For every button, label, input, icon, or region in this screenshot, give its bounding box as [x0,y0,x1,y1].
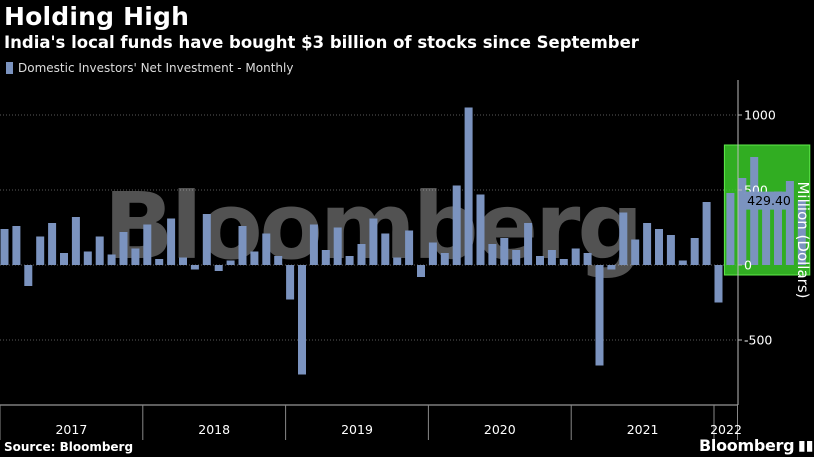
bar [250,251,259,265]
bar [500,238,509,265]
bar [643,223,652,265]
bar [119,232,128,265]
source-note: Source: Bloomberg [4,440,134,454]
bar [512,250,521,265]
bar [417,265,425,277]
bar [571,248,580,265]
bar [333,227,342,265]
axes [0,80,739,406]
bar [559,259,568,265]
bar [357,244,366,265]
bar [702,202,711,265]
bar [190,265,199,270]
bar [226,260,235,265]
bar [36,236,45,265]
bar [60,253,68,265]
bar [167,218,176,265]
bar [71,217,80,265]
bar [143,224,152,265]
bar [298,265,306,375]
bar [440,253,449,265]
bar [678,260,687,265]
bar [107,254,116,265]
bar [738,178,747,265]
y-axis-label: Million (Dollars) [794,181,812,298]
bar [214,265,223,271]
bar [0,229,9,265]
bar [619,212,628,265]
bar [393,257,402,265]
bar [547,250,556,265]
bar [12,226,21,265]
bar [428,242,437,265]
chart-title: Holding High [4,2,190,31]
x-tick-label: 2020 [484,422,516,437]
bar [655,229,663,265]
x-tick-label: 2022 [710,422,742,437]
legend-label: Domestic Investors' Net Investment - Mon… [18,61,294,75]
chart-icon: ▮▮ [798,437,814,453]
bar [631,239,640,265]
bar [607,265,616,270]
bar [262,233,271,265]
bar [131,248,140,265]
bar [48,223,57,265]
bar [202,214,211,265]
bar [488,244,497,265]
bar [583,253,592,265]
bar [238,226,247,265]
bar [345,256,354,265]
bar [309,224,318,265]
x-tick-label: 2021 [627,422,659,437]
legend: Domestic Investors' Net Investment - Mon… [6,61,293,75]
bar [595,265,604,366]
bar [179,257,187,265]
x-ticks: 2017 2018 2019 2020 2021 2022 [0,405,742,440]
bar [762,206,771,265]
last-value-badge: 429.40 [740,191,792,210]
chart-subtitle: India's local funds have bought $3 billi… [4,33,639,52]
x-tick-label: 2017 [55,422,87,437]
bar [536,256,544,265]
bar [369,218,378,265]
bar [476,194,485,265]
bar [321,250,330,265]
bar [726,193,735,265]
x-tick-label: 2018 [198,422,230,437]
last-value-label: 429.40 [747,193,791,208]
bar [95,236,104,265]
bar [24,265,33,286]
x-tick-label: 2019 [341,422,373,437]
bar [405,230,414,265]
bar [774,191,782,265]
bar [286,265,295,300]
bar [750,157,759,265]
bar [464,107,473,265]
y-tick-label: 0 [744,258,752,273]
bar [452,185,461,265]
bar [797,200,806,265]
bars [0,107,806,375]
bar [785,181,794,265]
bar [524,223,533,265]
bar [155,259,164,265]
legend-swatch [6,62,13,74]
y-tick-label: -500 [744,333,772,348]
bar [381,233,390,265]
bar [83,251,92,265]
bar [690,238,699,265]
bar [274,256,283,265]
y-tick-label: 1000 [744,108,776,123]
bar [714,265,723,303]
bar [666,235,675,265]
brand-logo: Bloomberg [699,436,795,455]
last-value-badge-bg [740,191,792,210]
